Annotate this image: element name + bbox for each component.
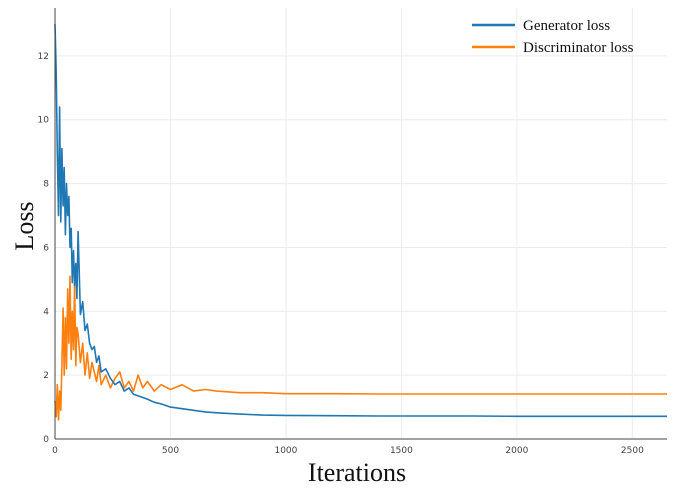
x-tick-label: 500 bbox=[162, 446, 179, 456]
y-tick-label: 6 bbox=[43, 243, 49, 253]
generator-loss-line bbox=[54, 23, 667, 418]
y-tick-label: 8 bbox=[43, 180, 49, 190]
y-tick-label: 10 bbox=[38, 116, 50, 126]
x-tick-label: 2500 bbox=[621, 446, 644, 456]
legend-label-generator: Generator loss bbox=[523, 18, 610, 34]
y-tick-label: 0 bbox=[43, 435, 49, 445]
x-tick-label: 2000 bbox=[505, 446, 528, 456]
series-layer bbox=[54, 23, 667, 421]
discriminator-loss-line bbox=[54, 275, 667, 421]
axes bbox=[54, 8, 667, 440]
legend: Generator loss Discriminator loss bbox=[472, 18, 634, 56]
tick-labels: 0 500 1000 1500 2000 2500 0 2 4 6 8 10 12 bbox=[38, 52, 645, 456]
y-tick-label: 12 bbox=[38, 52, 49, 62]
legend-label-discriminator: Discriminator loss bbox=[523, 40, 634, 56]
x-tick-label: 1000 bbox=[274, 446, 297, 456]
x-tick-label: 1500 bbox=[390, 446, 413, 456]
y-axis-title: Loss bbox=[10, 201, 39, 250]
y-tick-label: 4 bbox=[43, 307, 49, 317]
x-tick-label: 0 bbox=[52, 446, 58, 456]
x-axis-title: Iterations bbox=[308, 458, 406, 487]
grid bbox=[55, 8, 667, 439]
y-tick-label: 2 bbox=[43, 371, 49, 381]
